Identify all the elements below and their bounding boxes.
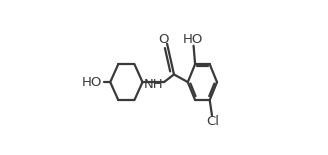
Text: Cl: Cl (206, 115, 219, 128)
Text: O: O (158, 33, 169, 46)
Text: HO: HO (81, 76, 102, 89)
Text: NH: NH (144, 78, 163, 91)
Text: HO: HO (183, 33, 203, 46)
